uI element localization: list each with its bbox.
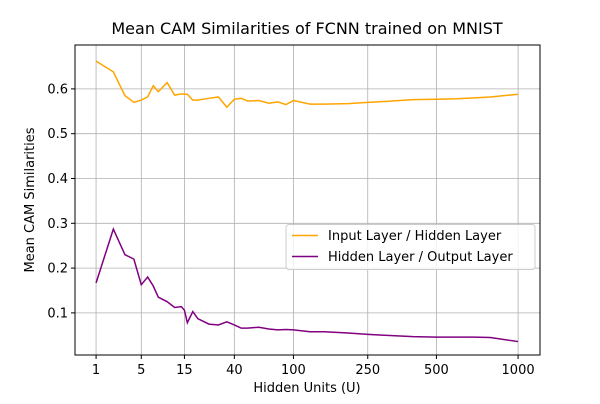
legend-label: Hidden Layer / Output Layer — [328, 250, 513, 265]
x-axis-label: Hidden Units (U) — [253, 381, 360, 396]
chart-title: Mean CAM Similarities of FCNN trained on… — [111, 19, 502, 38]
y-tick-label: 0.6 — [47, 82, 68, 97]
y-tick-label: 0.5 — [47, 127, 68, 142]
y-tick-label: 0.4 — [47, 172, 68, 187]
x-tick-label: 40 — [226, 363, 243, 378]
data-line — [95, 60, 519, 109]
y-tick-label: 0.1 — [47, 306, 68, 321]
y-tick-label: 0.2 — [47, 262, 68, 277]
x-tick-label: 100 — [281, 363, 306, 378]
legend-label: Input Layer / Hidden Layer — [328, 229, 502, 244]
x-tick-label: 250 — [355, 363, 380, 378]
y-axis-label: Mean CAM Similarities — [23, 127, 38, 272]
data-line — [95, 227, 519, 343]
legend-box — [285, 224, 536, 270]
x-tick-label: 500 — [424, 363, 449, 378]
x-tick-label: 15 — [176, 363, 193, 378]
legend: Input Layer / Hidden Layer Hidden Layer /… — [285, 224, 536, 270]
plot-frame — [74, 44, 541, 356]
x-tick-label: 1000 — [502, 363, 535, 378]
x-tick-label: 1 — [92, 363, 100, 378]
y-tick-label: 0.3 — [47, 217, 68, 232]
x-tick-label: 5 — [137, 363, 145, 378]
